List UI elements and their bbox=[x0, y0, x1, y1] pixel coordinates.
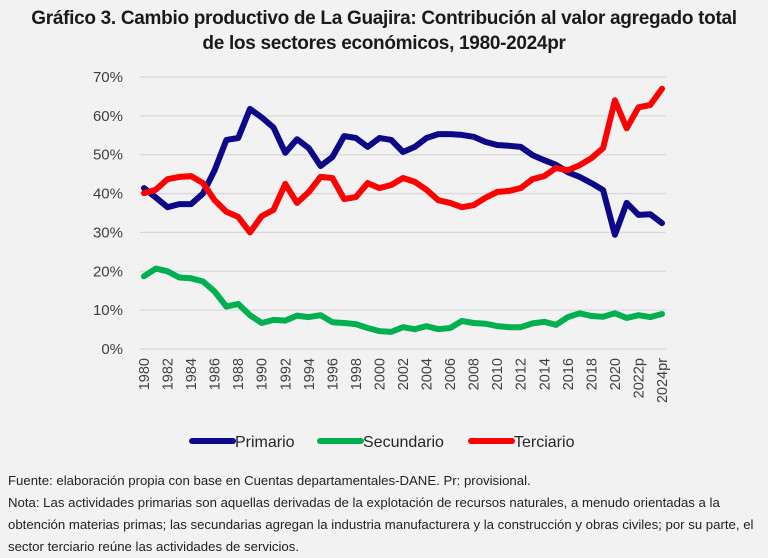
x-axis-ticks: 1980 1982 1984 1986 1988 1990 1992 1994 1996 1998… bbox=[137, 358, 671, 403]
line-chart: 0% 10% 20% 30% 40% 50% 60% 70% 1980 1982 1984 1986… bbox=[93, 69, 671, 451]
x-tick-label: 1980 bbox=[137, 358, 153, 390]
x-tick-label: 1998 bbox=[349, 358, 365, 390]
x-tick-label: 1994 bbox=[302, 358, 318, 390]
x-tick-label: 1992 bbox=[278, 358, 294, 390]
x-tick-label: 1988 bbox=[231, 358, 247, 390]
chart-title: Gráfico 3. Cambio productivo de La Guaji… bbox=[0, 6, 768, 56]
y-tick-label: 40% bbox=[93, 186, 123, 203]
x-tick-label: 2000 bbox=[372, 358, 388, 390]
y-tick-label: 10% bbox=[93, 302, 123, 319]
x-tick-label: 2012 bbox=[514, 358, 530, 390]
x-tick-label: 1990 bbox=[255, 358, 271, 390]
explanatory-note: Nota: Las actividades primarias son aque… bbox=[8, 495, 754, 554]
y-tick-label: 0% bbox=[101, 341, 123, 358]
y-tick-label: 20% bbox=[93, 263, 123, 280]
x-tick-label: 2022p bbox=[631, 358, 647, 398]
series-line-secundario bbox=[141, 265, 665, 335]
x-tick-label: 1986 bbox=[208, 358, 224, 390]
y-tick-label: 70% bbox=[93, 69, 123, 86]
y-tick-label: 30% bbox=[93, 224, 123, 241]
series-lines bbox=[141, 85, 665, 335]
x-tick-label: 2016 bbox=[561, 358, 577, 390]
x-tick-label: 2010 bbox=[490, 358, 506, 390]
x-tick-label: 2006 bbox=[443, 358, 459, 390]
y-axis-ticks: 0% 10% 20% 30% 40% 50% 60% 70% bbox=[93, 69, 123, 358]
gridlines bbox=[140, 76, 666, 350]
series-line-primario bbox=[141, 105, 665, 238]
x-tick-label: 2004 bbox=[420, 358, 436, 390]
x-tick-label: 2014 bbox=[537, 358, 553, 390]
legend: Primario Secundario Terciario bbox=[189, 434, 575, 451]
chart-title-line-1: Gráfico 3. Cambio productivo de La Guaji… bbox=[31, 8, 737, 29]
y-tick-label: 60% bbox=[93, 108, 123, 125]
series-line-terciario bbox=[141, 85, 665, 236]
x-tick-label: 1996 bbox=[325, 358, 341, 390]
legend-item-primario: Primario bbox=[189, 434, 295, 451]
legend-item-secundario: Secundario bbox=[317, 434, 444, 451]
legend-item-terciario: Terciario bbox=[468, 434, 575, 451]
legend-label: Terciario bbox=[514, 434, 575, 451]
chart-footer: Fuente: elaboración propia con base en C… bbox=[8, 470, 764, 558]
legend-label: Primario bbox=[235, 434, 295, 451]
x-tick-label: 2008 bbox=[467, 358, 483, 390]
x-tick-label: 2024pr bbox=[655, 358, 671, 403]
x-tick-label: 1982 bbox=[161, 358, 177, 390]
legend-label: Secundario bbox=[363, 434, 444, 451]
y-tick-label: 50% bbox=[93, 147, 123, 164]
x-tick-label: 2020 bbox=[608, 358, 624, 390]
source-note: Fuente: elaboración propia con base en C… bbox=[8, 473, 531, 488]
x-tick-label: 1984 bbox=[184, 358, 200, 390]
x-tick-label: 2018 bbox=[584, 358, 600, 390]
chart-title-line-2: de los sectores económicos, 1980-2024pr bbox=[202, 33, 566, 54]
x-tick-label: 2002 bbox=[396, 358, 412, 390]
